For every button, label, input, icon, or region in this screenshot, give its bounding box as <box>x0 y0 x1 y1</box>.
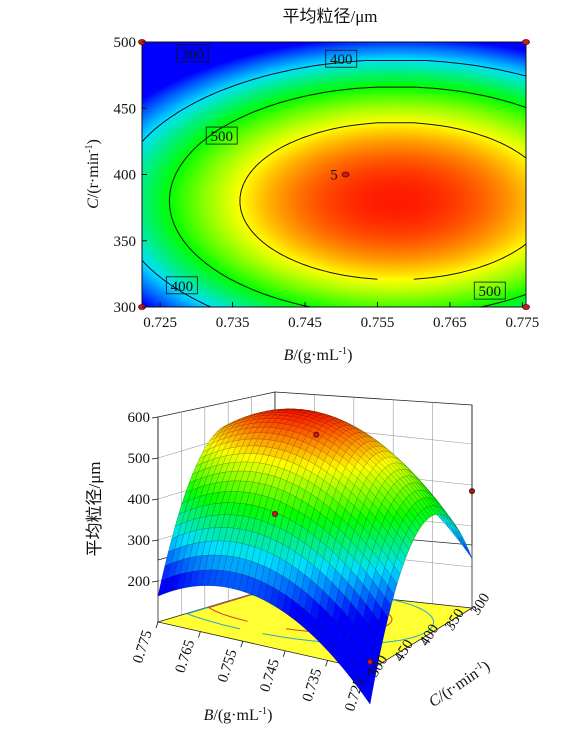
z-tick-label: 200 <box>128 574 151 590</box>
z-tick <box>151 580 159 583</box>
surface-y-axis-label: C/(r·min-1) <box>425 657 493 711</box>
y-tick-label: 300 <box>114 300 137 316</box>
contour-label-box <box>205 126 238 145</box>
x-tick-label: 0.755 <box>215 647 241 684</box>
surface-chart: 200 300 400 500 600 0.775 0.765 0.755 0.745 0.73… <box>85 391 493 724</box>
design-point <box>522 304 530 310</box>
response-surface <box>157 408 473 705</box>
design-point <box>341 171 350 178</box>
y-tick <box>369 669 376 675</box>
surface-design-point <box>271 511 278 518</box>
z-tick-label: 400 <box>128 492 151 508</box>
y-tick <box>420 638 427 644</box>
x-tick <box>240 641 244 648</box>
contour-title: 平均粒径/μm <box>282 7 377 26</box>
z-tick <box>151 416 159 419</box>
x-tick-label: 0.765 <box>173 638 199 675</box>
x-tick-label: 0.755 <box>361 315 395 331</box>
surface-cell <box>363 678 374 705</box>
y-tick <box>395 654 401 659</box>
x-tick-label: 0.775 <box>130 628 156 665</box>
contour-line-300 <box>142 60 526 307</box>
z-tick-label: 500 <box>128 451 151 467</box>
x-tick <box>155 621 159 629</box>
contour-lines <box>142 60 526 307</box>
y-tick <box>446 623 452 628</box>
x-tick <box>325 660 328 667</box>
contour-label-box <box>473 281 506 300</box>
y-tick-label: 400 <box>114 168 137 184</box>
x-tick-label: 0.745 <box>288 315 322 331</box>
surface-design-points <box>271 431 475 665</box>
z-tick <box>151 498 159 501</box>
surface-z-axis-label: 平均粒径/μm <box>85 461 104 556</box>
contour-line-500 <box>239 122 526 280</box>
contour-label: 400 <box>171 279 194 295</box>
z-tick-label: 600 <box>128 410 151 426</box>
surface-design-point <box>366 658 373 665</box>
contour-label-box <box>165 276 198 295</box>
x-tick <box>367 669 371 677</box>
contour-label: 5 <box>330 168 338 184</box>
contour-label-box <box>176 44 209 63</box>
surface-z-axis: 200 300 400 500 600 <box>128 410 159 590</box>
contour-chart: 平均粒径/μm 300 400 500 5 400 500 0.725 0.735 0.745… <box>84 7 539 364</box>
contour-label: 300 <box>181 47 204 63</box>
y-tick-label: 450 <box>114 101 137 117</box>
contour-label-box <box>325 49 358 68</box>
x-tick-label: 0.775 <box>506 315 540 331</box>
contour-line-400 <box>168 86 526 307</box>
x-tick-label: 0.745 <box>257 657 283 694</box>
y-tick-label: 350 <box>114 234 137 250</box>
surface-x-axis-label: B/(g·mL-1) <box>204 706 273 724</box>
x-tick <box>198 631 201 638</box>
x-tick-label: 0.735 <box>216 315 250 331</box>
z-tick <box>151 457 159 460</box>
y-tick-label: 500 <box>114 35 137 51</box>
contour-label: 500 <box>210 129 233 145</box>
contour-y-axis-label: C/(r·min-1) <box>84 139 102 209</box>
contour-label: 500 <box>479 284 502 300</box>
x-tick-label: 0.735 <box>300 667 326 704</box>
contour-labels: 300 400 500 5 400 500 <box>165 44 506 300</box>
z-tick <box>151 539 159 542</box>
x-tick-label: 0.765 <box>433 315 467 331</box>
design-point <box>522 39 530 45</box>
x-tick-label: 0.725 <box>143 315 177 331</box>
x-tick <box>282 650 286 657</box>
contour-x-axis-label: B/(g·mL-1) <box>284 346 353 364</box>
z-tick-label: 300 <box>128 533 151 549</box>
surface-design-point <box>313 431 320 438</box>
contour-x-axis: 0.725 0.735 0.745 0.755 0.765 0.775 <box>143 302 539 331</box>
y-tick <box>471 607 478 613</box>
contour-label: 400 <box>330 52 353 68</box>
contour-y-axis: 300 350 400 450 500 <box>114 35 147 316</box>
